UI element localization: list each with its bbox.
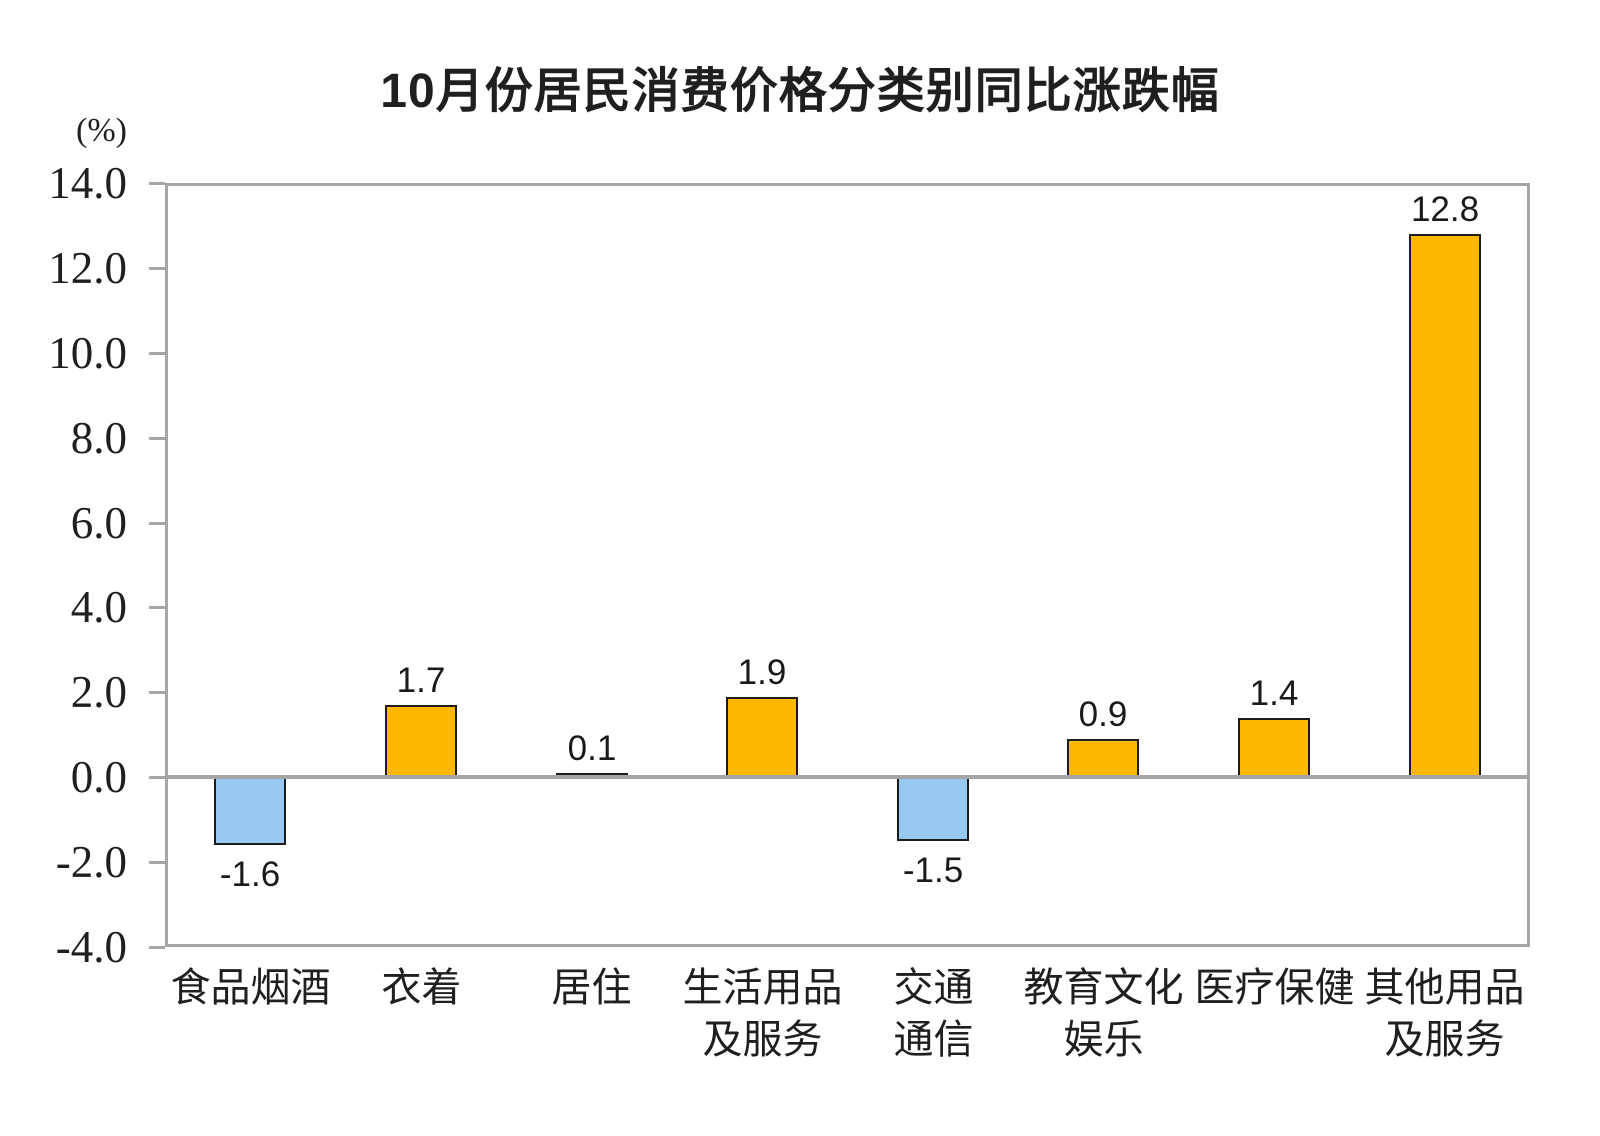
value-label-1: 1.7 (396, 661, 446, 700)
category-label-line: 衣着 (381, 966, 462, 1010)
y-tick-mark (149, 946, 165, 949)
y-tick-label: -2.0 (55, 837, 127, 888)
bar-4 (897, 777, 969, 841)
category-label-line: 医疗保健 (1194, 966, 1355, 1010)
category-label-2: 居住 (506, 962, 677, 1014)
plot-area (165, 183, 1530, 947)
y-axis-unit-label: (%) (76, 112, 127, 149)
category-label-0: 食品烟酒 (165, 962, 336, 1014)
bar-7 (1409, 234, 1481, 777)
y-tick-label: 8.0 (70, 412, 127, 463)
y-tick-mark (149, 691, 165, 695)
bar-0 (214, 777, 286, 845)
category-label-3: 生活用品 及服务 (677, 962, 848, 1066)
y-tick-label: 0.0 (70, 752, 127, 803)
category-label-line: 教育文化 (1023, 966, 1184, 1010)
y-tick-mark (149, 351, 165, 355)
category-label-5: 教育文化 娱乐 (1018, 962, 1189, 1066)
category-label-1: 衣着 (336, 962, 507, 1014)
value-label-6: 1.4 (1249, 674, 1299, 713)
chart-title: 10月份居民消费价格分类别同比涨跌幅 (380, 65, 1220, 118)
bar-5 (1067, 739, 1139, 777)
y-tick-label: 14.0 (48, 158, 127, 208)
category-label-line: 居住 (551, 966, 632, 1010)
y-tick-mark (149, 266, 165, 270)
y-tick-mark (149, 521, 165, 525)
category-label-6: 医疗保健 (1189, 962, 1360, 1014)
value-label-5: 0.9 (1078, 695, 1128, 734)
value-label-3: 1.9 (737, 653, 787, 692)
y-tick-mark (149, 776, 165, 780)
category-label-line: 及服务 (702, 1018, 823, 1062)
category-label-4: 交通 通信 (848, 962, 1019, 1066)
y-tick-mark (149, 606, 165, 610)
category-label-line: 及服务 (1384, 1018, 1505, 1062)
value-label-0: -1.6 (219, 855, 281, 894)
bar-3 (726, 697, 798, 778)
category-label-line: 其他用品 (1364, 966, 1525, 1010)
value-label-7: 12.8 (1410, 190, 1480, 229)
value-label-2: 0.1 (567, 729, 617, 768)
y-tick-mark (149, 182, 165, 185)
value-label-4: -1.5 (902, 851, 964, 890)
zero-baseline (165, 775, 1530, 779)
y-tick-label: 4.0 (70, 582, 127, 633)
category-label-line: 交通 (893, 966, 974, 1010)
y-tick-label: 6.0 (70, 497, 127, 548)
y-tick-label: 10.0 (48, 327, 127, 378)
y-tick-label: 12.0 (48, 242, 127, 293)
bar-1 (385, 705, 457, 777)
y-tick-mark (149, 861, 165, 865)
y-tick-label: 2.0 (70, 667, 127, 718)
category-label-line: 生活用品 (682, 966, 843, 1010)
category-label-line: 食品烟酒 (170, 966, 331, 1010)
category-label-7: 其他用品 及服务 (1359, 962, 1530, 1066)
category-label-line: 通信 (893, 1018, 974, 1062)
bar-6 (1238, 718, 1310, 777)
y-tick-label: -4.0 (55, 922, 127, 972)
y-tick-mark (149, 436, 165, 440)
category-label-line: 娱乐 (1063, 1018, 1144, 1062)
